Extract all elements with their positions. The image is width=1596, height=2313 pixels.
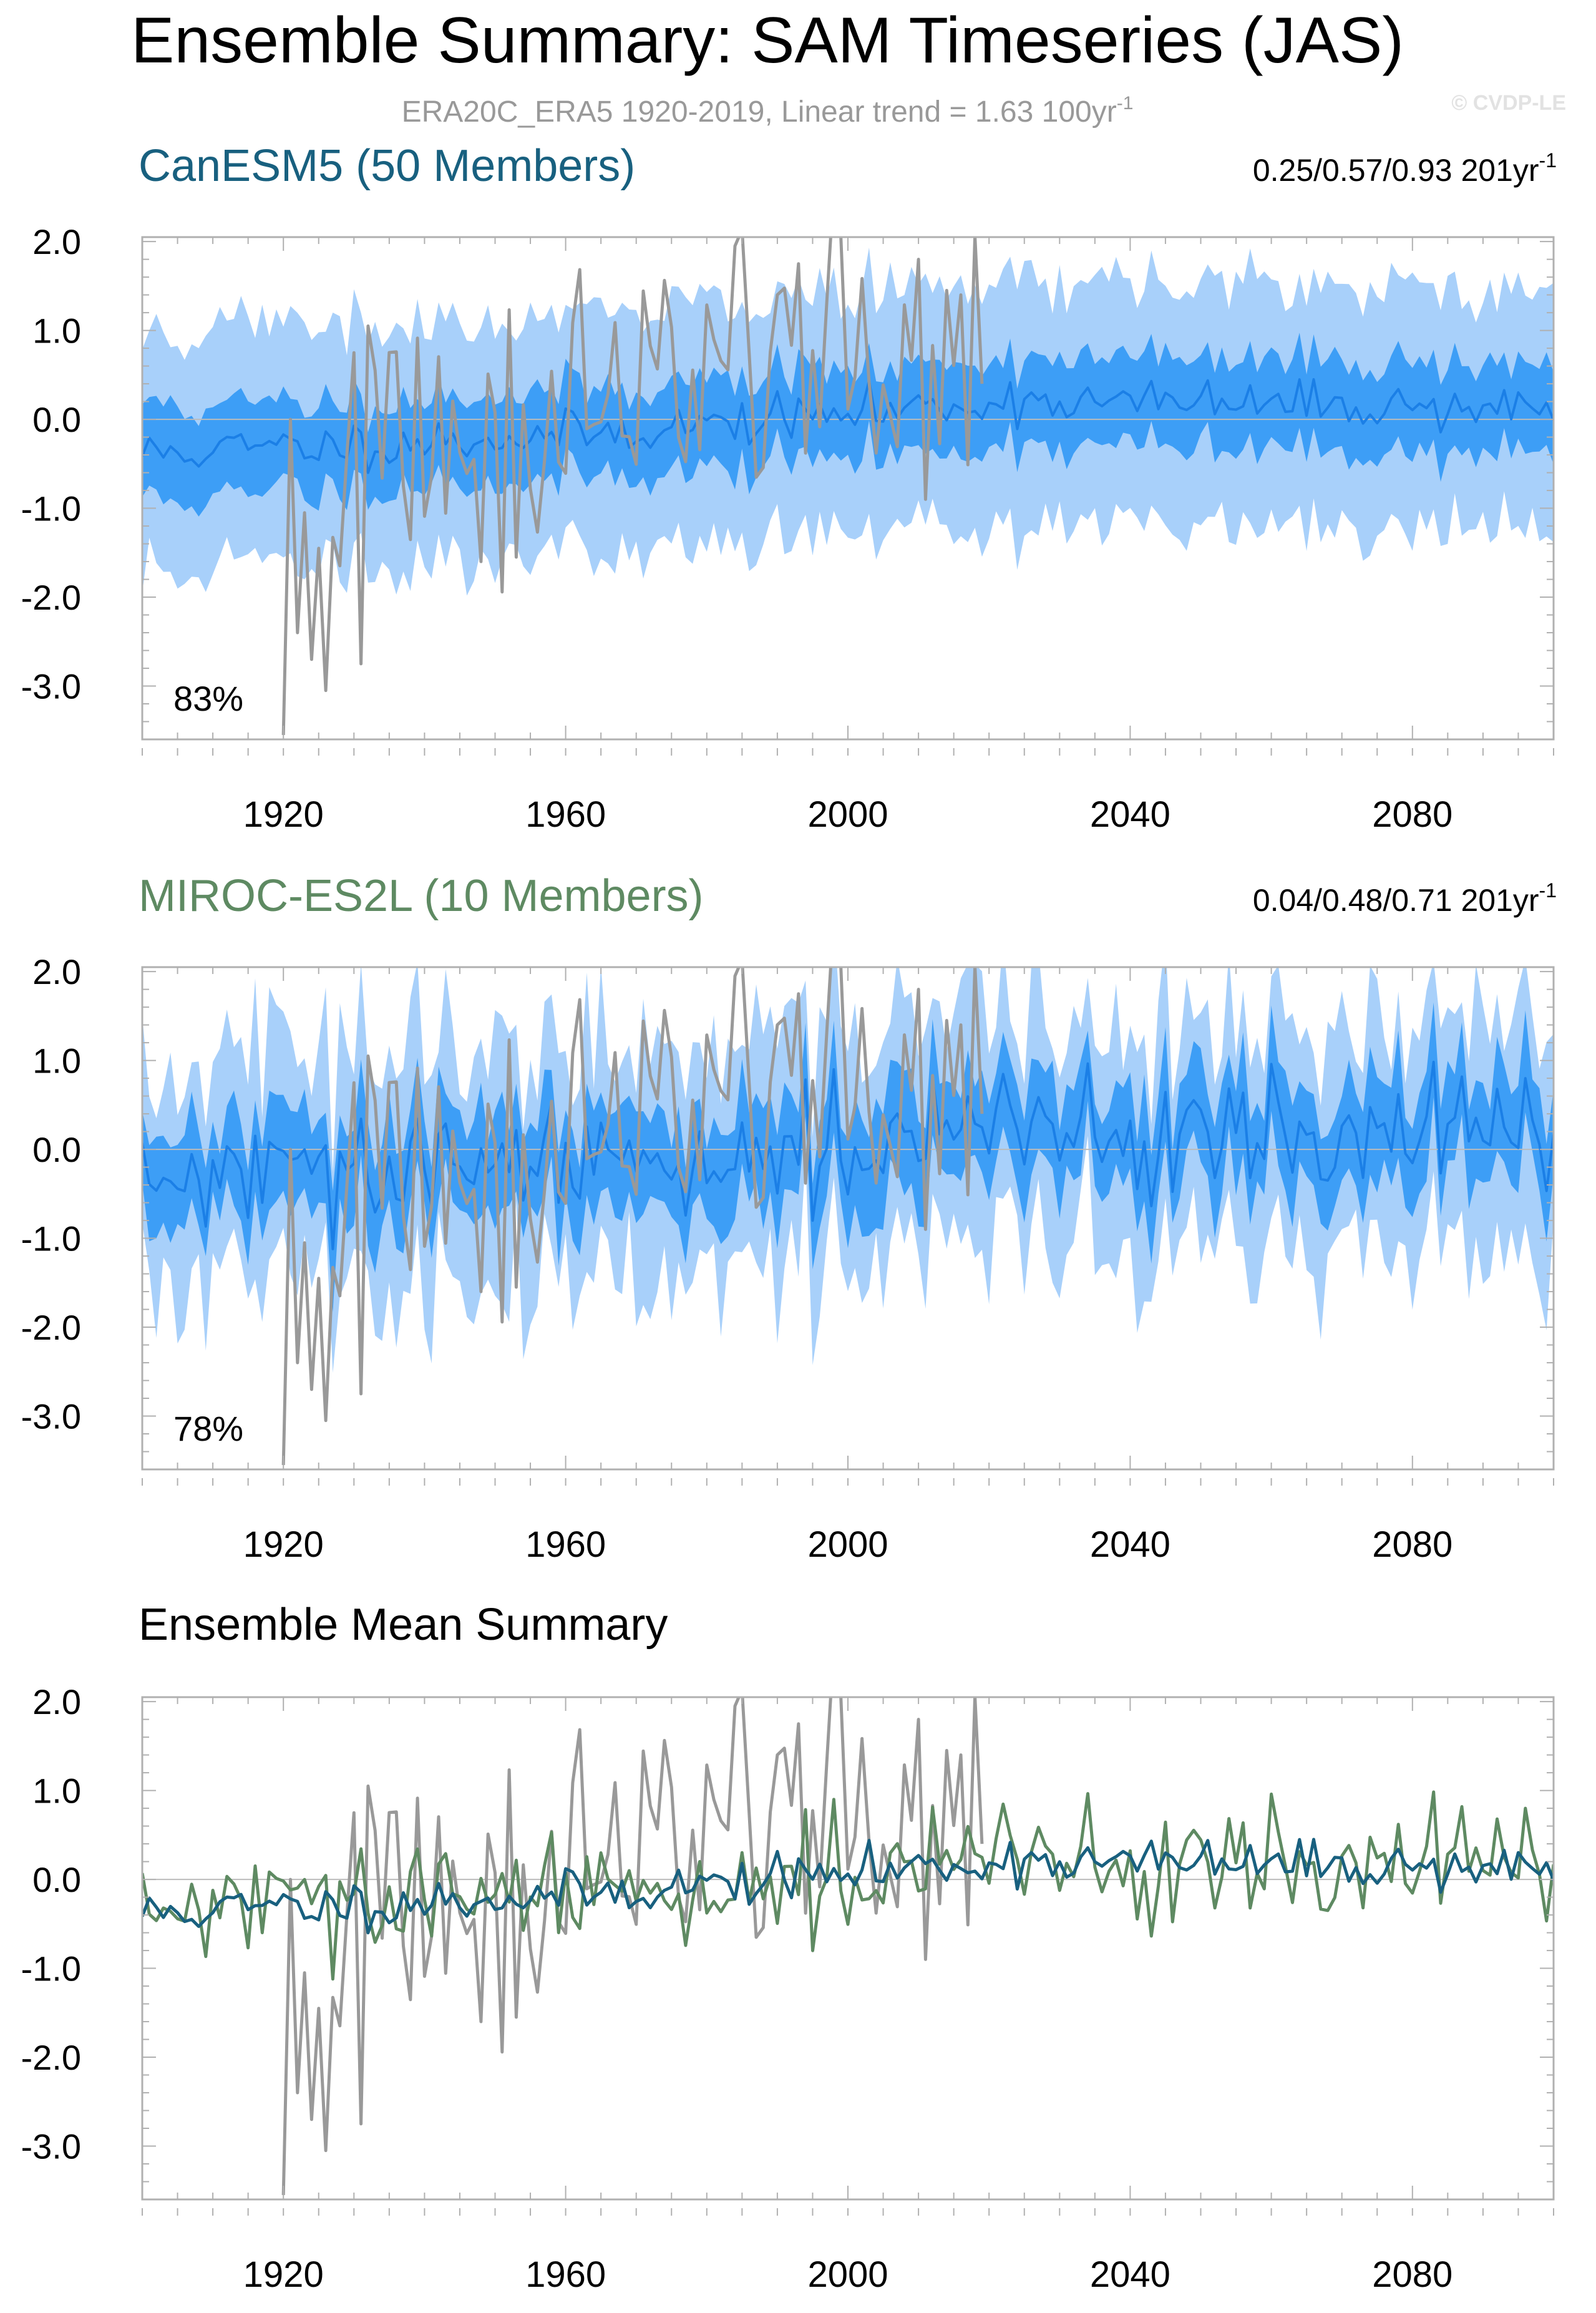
panel-title: MIROC-ES2L (10 Members) xyxy=(139,871,704,921)
y-tick-label: 1.0 xyxy=(32,1771,81,1811)
y-tick-label: 0.0 xyxy=(32,1130,81,1169)
percent-label: 78% xyxy=(173,1409,243,1448)
figure-subtitle-sup: -1 xyxy=(1117,93,1134,114)
miroc-ensemble-mean-line xyxy=(142,1061,1554,1250)
y-tick-label: 2.0 xyxy=(32,222,81,261)
y-tick-label: -2.0 xyxy=(21,578,82,617)
x-tick-label: 1960 xyxy=(525,794,606,835)
inner-range-band xyxy=(142,1002,1554,1312)
miroc-ensemble-mean-line xyxy=(142,1790,1554,1981)
x-tick-label: 1920 xyxy=(243,2254,324,2295)
y-tick-label: -3.0 xyxy=(21,2127,82,2166)
obs-line xyxy=(281,967,984,1465)
canesm5-ensemble-mean-line xyxy=(142,1838,1554,1935)
x-tick-label: 1920 xyxy=(243,794,324,835)
y-tick-label: 0.0 xyxy=(32,400,81,439)
y-tick-label: 2.0 xyxy=(32,1682,81,1721)
x-tick-label: 2040 xyxy=(1090,2254,1170,2295)
y-tick-label: -2.0 xyxy=(21,1308,82,1347)
canesm5-ensemble-mean-line xyxy=(142,378,1554,474)
inner-range-band xyxy=(142,333,1554,517)
y-tick-label: -3.0 xyxy=(21,1397,82,1436)
x-tick-label: 1920 xyxy=(243,1524,324,1565)
y-tick-label: -1.0 xyxy=(21,489,82,528)
x-tick-label: 2040 xyxy=(1090,794,1170,835)
panel-frame xyxy=(141,1696,1555,2201)
panel-stats: 0.25/0.57/0.93 201yr-1 xyxy=(1253,149,1557,188)
y-tick-label: -3.0 xyxy=(21,667,82,706)
y-tick-label: 2.0 xyxy=(32,952,81,991)
x-tick-label: 2000 xyxy=(807,794,888,835)
x-tick-label: 2080 xyxy=(1372,794,1452,835)
percent-label: 83% xyxy=(173,679,243,718)
y-tick-label: -1.0 xyxy=(21,1949,82,1989)
x-tick-label: 2080 xyxy=(1372,2254,1452,2295)
figure-subtitle-main: ERA20C_ERA5 1920-2019, Linear trend = 1.… xyxy=(402,95,1117,129)
y-tick-label: -2.0 xyxy=(21,2038,82,2077)
y-tick-label: 1.0 xyxy=(32,1041,81,1081)
panel-miroc-es2l: MIROC-ES2L (10 Members) 0.04/0.48/0.71 20… xyxy=(21,871,1557,1565)
obs-line xyxy=(281,1697,984,2195)
y-tick-label: -1.0 xyxy=(21,1219,82,1259)
y-tick-label: 1.0 xyxy=(32,311,81,351)
x-tick-label: 2000 xyxy=(807,1524,888,1565)
x-tick-label: 1960 xyxy=(525,2254,606,2295)
x-tick-label: 2000 xyxy=(807,2254,888,2295)
panel-title: CanESM5 (50 Members) xyxy=(139,141,635,191)
obs-line xyxy=(281,237,984,735)
figure-subtitle: ERA20C_ERA5 1920-2019, Linear trend = 1.… xyxy=(402,93,1134,129)
y-tick-label: 0.0 xyxy=(32,1860,81,1899)
panel-canesm5: CanESM5 (50 Members) 0.25/0.57/0.93 201yr… xyxy=(21,141,1557,835)
figure-title: Ensemble Summary: SAM Timeseries (JAS) xyxy=(131,4,1404,77)
panel-stats: 0.04/0.48/0.71 201yr-1 xyxy=(1253,879,1557,918)
x-tick-label: 1960 xyxy=(525,1524,606,1565)
panel-title: Ensemble Mean Summary xyxy=(139,1600,668,1650)
watermark: © CVDP-LE xyxy=(1451,91,1566,115)
x-tick-label: 2040 xyxy=(1090,1524,1170,1565)
panel-ensemble-mean-summary: Ensemble Mean Summary 2.0 1.0 0.0 -1.0 -2.0 -3… xyxy=(21,1600,1555,2295)
x-tick-label: 2080 xyxy=(1372,1524,1452,1565)
